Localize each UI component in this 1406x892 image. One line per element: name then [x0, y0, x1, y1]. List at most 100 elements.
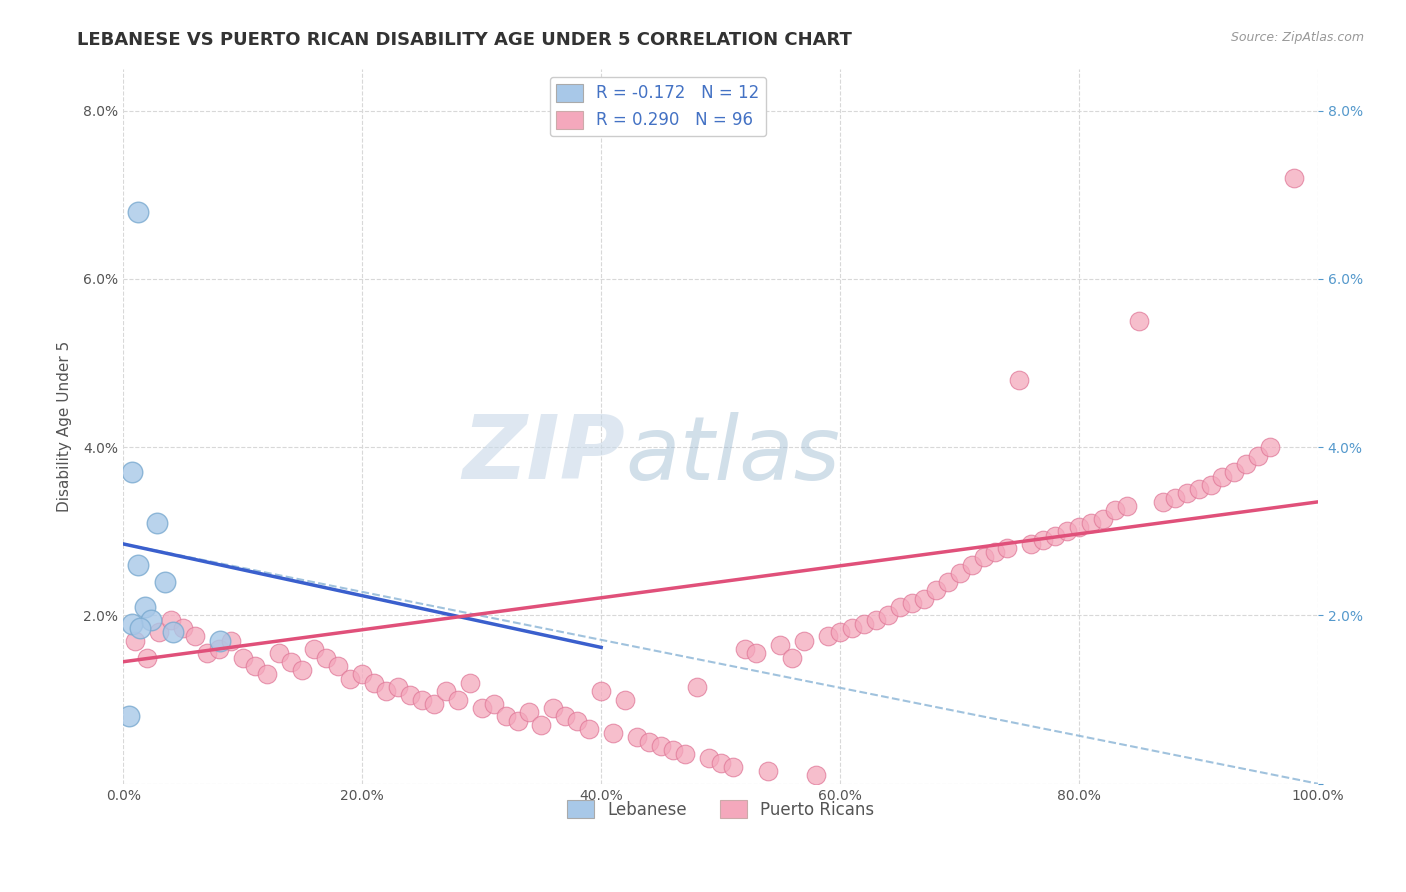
Point	[519, 705, 541, 719]
Point	[973, 549, 995, 564]
Point	[121, 616, 143, 631]
Point	[339, 672, 361, 686]
Point	[482, 697, 505, 711]
Point	[817, 630, 839, 644]
Point	[162, 625, 184, 640]
Point	[1043, 528, 1066, 542]
Point	[399, 689, 422, 703]
Point	[121, 466, 143, 480]
Point	[184, 630, 207, 644]
Point	[304, 642, 326, 657]
Point	[758, 764, 780, 778]
Point	[925, 583, 948, 598]
Point	[363, 675, 385, 690]
Point	[638, 734, 661, 748]
Point	[280, 655, 302, 669]
Point	[145, 516, 167, 530]
Point	[984, 545, 1007, 559]
Point	[830, 625, 852, 640]
Point	[153, 574, 176, 589]
Point	[160, 613, 183, 627]
Point	[1175, 486, 1198, 500]
Point	[745, 646, 768, 660]
Point	[1152, 495, 1174, 509]
Point	[243, 659, 266, 673]
Point	[1032, 533, 1054, 547]
Point	[721, 760, 744, 774]
Point	[1247, 449, 1270, 463]
Point	[124, 633, 146, 648]
Point	[650, 739, 672, 753]
Point	[1211, 469, 1233, 483]
Y-axis label: Disability Age Under 5: Disability Age Under 5	[58, 341, 72, 512]
Point	[793, 633, 815, 648]
Point	[960, 558, 983, 572]
Point	[1282, 170, 1305, 185]
Text: ZIP: ZIP	[463, 411, 626, 499]
Point	[172, 621, 194, 635]
Point	[411, 692, 433, 706]
Point	[1104, 503, 1126, 517]
Point	[1163, 491, 1185, 505]
Point	[219, 633, 242, 648]
Point	[591, 684, 613, 698]
Point	[1223, 466, 1246, 480]
Point	[434, 684, 457, 698]
Point	[865, 613, 887, 627]
Point	[614, 692, 637, 706]
Point	[148, 625, 170, 640]
Point	[995, 541, 1018, 556]
Point	[118, 709, 141, 723]
Point	[1008, 373, 1031, 387]
Point	[1080, 516, 1102, 530]
Point	[423, 697, 446, 711]
Point	[912, 591, 935, 606]
Point	[1234, 457, 1257, 471]
Point	[127, 558, 149, 572]
Point	[471, 701, 494, 715]
Point	[686, 680, 709, 694]
Point	[543, 701, 565, 715]
Point	[530, 718, 553, 732]
Point	[352, 667, 374, 681]
Point	[458, 675, 481, 690]
Point	[256, 667, 278, 681]
Point	[901, 596, 924, 610]
Point	[626, 731, 648, 745]
Point	[710, 756, 733, 770]
Point	[1091, 511, 1114, 525]
Point	[662, 743, 685, 757]
Point	[769, 638, 792, 652]
Point	[1056, 524, 1078, 539]
Point	[134, 600, 156, 615]
Point	[889, 600, 911, 615]
Point	[1067, 520, 1090, 534]
Point	[782, 650, 804, 665]
Text: atlas: atlas	[626, 412, 839, 498]
Point	[267, 646, 290, 660]
Point	[806, 768, 828, 782]
Point	[1199, 478, 1222, 492]
Point	[127, 204, 149, 219]
Point	[375, 684, 398, 698]
Point	[195, 646, 218, 660]
Text: LEBANESE VS PUERTO RICAN DISABILITY AGE UNDER 5 CORRELATION CHART: LEBANESE VS PUERTO RICAN DISABILITY AGE …	[77, 31, 852, 49]
Point	[1187, 482, 1209, 496]
Point	[209, 633, 232, 648]
Point	[567, 714, 589, 728]
Point	[602, 726, 624, 740]
Point	[853, 616, 876, 631]
Point	[447, 692, 470, 706]
Point	[232, 650, 254, 665]
Point	[578, 722, 600, 736]
Point	[328, 659, 350, 673]
Point	[877, 608, 900, 623]
Point	[1258, 440, 1281, 454]
Point	[673, 747, 696, 762]
Legend: Lebanese, Puerto Ricans: Lebanese, Puerto Ricans	[561, 794, 882, 825]
Point	[1115, 499, 1137, 513]
Point	[291, 663, 314, 677]
Point	[506, 714, 529, 728]
Point	[841, 621, 863, 635]
Point	[936, 574, 959, 589]
